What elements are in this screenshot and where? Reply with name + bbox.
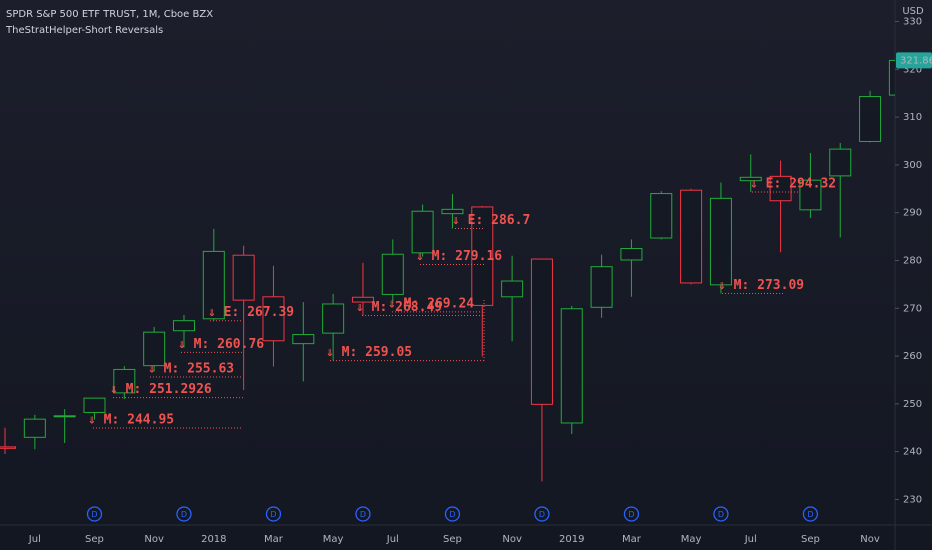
candle-body	[172, 320, 195, 332]
y-tick-label: 250	[903, 399, 922, 410]
candle-body	[709, 197, 732, 286]
candle-body	[411, 210, 434, 254]
annotation-label: ⇓ M: 244.95	[88, 412, 174, 427]
candle-body	[680, 189, 703, 284]
dividend-marker	[802, 506, 819, 522]
x-tick-label: May	[681, 534, 702, 545]
dividend-label: D	[539, 510, 545, 519]
candle-body	[202, 250, 225, 320]
x-tick-label: 2018	[201, 534, 226, 545]
candle-body	[471, 206, 494, 306]
candle-body	[501, 280, 524, 298]
candle-body	[859, 96, 882, 142]
y-tick-label: 230	[903, 494, 922, 505]
dividend-label: D	[628, 510, 634, 519]
candle-body	[620, 248, 643, 261]
candle-body	[769, 175, 792, 202]
y-tick-label: 300	[903, 160, 922, 171]
x-tick-label: Jul	[744, 534, 757, 545]
x-tick-label: Mar	[264, 534, 284, 545]
annotation-label: ⇓ M: 279.16	[416, 249, 502, 264]
annotation-label: ⇓ E: 286.7	[452, 213, 530, 228]
candle-body	[829, 148, 852, 177]
dividend-label: D	[807, 510, 813, 519]
candle-body	[381, 253, 404, 295]
y-tick-label: 280	[903, 255, 922, 266]
y-tick-label: 310	[903, 112, 922, 123]
candle-body	[590, 266, 613, 308]
y-tick-label: 240	[903, 447, 922, 458]
candle-body	[322, 303, 345, 334]
annotation-label: ⇓ M: 268.49	[356, 300, 442, 315]
candle-body	[83, 397, 106, 413]
dividend-label: D	[449, 510, 455, 519]
plot-area: ⇓ M: 244.95 ⇓ M: 251.2926 ⇓ M: 255.63 ⇓ M: …	[0, 59, 895, 522]
x-tick-label: 2019	[559, 534, 584, 545]
dividend-label: D	[181, 510, 187, 519]
x-tick-label: Nov	[144, 534, 164, 545]
currency-label: USD	[902, 6, 924, 17]
candle-body	[23, 418, 46, 438]
candle-body	[292, 334, 315, 345]
dividend-marker	[265, 506, 282, 522]
annotation-label: ⇓ M: 260.76	[178, 337, 264, 352]
x-tick-label: Mar	[622, 534, 642, 545]
dividend-label: D	[270, 510, 276, 519]
x-tick-label: May	[323, 534, 344, 545]
annotation-label: ⇓ M: 259.05	[326, 345, 412, 360]
candle-body	[53, 415, 76, 418]
dividend-marker	[176, 506, 192, 522]
dividend-marker	[623, 506, 640, 522]
chart-title: SPDR S&P 500 ETF TRUST, 1M, Cboe BZX	[6, 9, 213, 20]
annotation-label: ⇓ M: 269.24	[388, 296, 474, 311]
candle-body	[262, 296, 285, 342]
x-tick-label: Nov	[502, 534, 522, 545]
dividend-label: D	[91, 510, 97, 519]
dividend-marker	[713, 506, 729, 522]
indicator-name: TheStratHelper-Short Reversals	[5, 25, 163, 36]
dividend-marker	[534, 506, 550, 522]
last-price-label: 321.86	[900, 55, 932, 66]
y-tick-label: 290	[903, 208, 922, 219]
x-tick-label: Sep	[801, 534, 820, 545]
axes: 230 240 250 260 270 280 290 300 310 320 330 Jul Sep N…	[28, 17, 932, 545]
x-tick-label: Sep	[443, 534, 462, 545]
dividend-marker	[444, 506, 461, 522]
annotation-label: ⇓ E: 267.39	[208, 305, 294, 320]
candle-body	[739, 176, 762, 182]
candle-body	[560, 308, 583, 424]
y-tick-label: 270	[903, 303, 922, 314]
annotation-label: ⇓ E: 294.32	[750, 177, 836, 192]
candle-body	[530, 258, 553, 405]
candle-body	[232, 254, 255, 301]
candle-body	[113, 368, 136, 394]
dividend-label: D	[718, 510, 724, 519]
candle-body	[441, 208, 464, 215]
y-tick-label: 330	[903, 17, 922, 28]
y-tick-label: 320	[903, 64, 922, 75]
dividend-marker	[355, 506, 371, 522]
last-price-box	[896, 52, 932, 69]
annotation-label: ⇓ M: 273.09	[718, 278, 804, 293]
x-tick-label: Nov	[860, 534, 880, 545]
candle-body	[351, 296, 374, 303]
candle-body	[143, 331, 166, 367]
candle-body	[888, 59, 895, 96]
x-tick-label: Jul	[386, 534, 399, 545]
dividend-label: D	[360, 510, 366, 519]
candle-body	[0, 446, 16, 449]
x-tick-label: Sep	[85, 534, 104, 545]
dividend-marker	[86, 506, 103, 522]
annotation-label: ⇓ M: 251.2926	[110, 382, 212, 397]
annotation-label: ⇓ M: 255.63	[148, 361, 234, 376]
candle-body	[799, 179, 822, 211]
y-tick-label: 260	[903, 351, 922, 362]
candle-body	[650, 193, 673, 239]
x-tick-label: Jul	[28, 534, 41, 545]
